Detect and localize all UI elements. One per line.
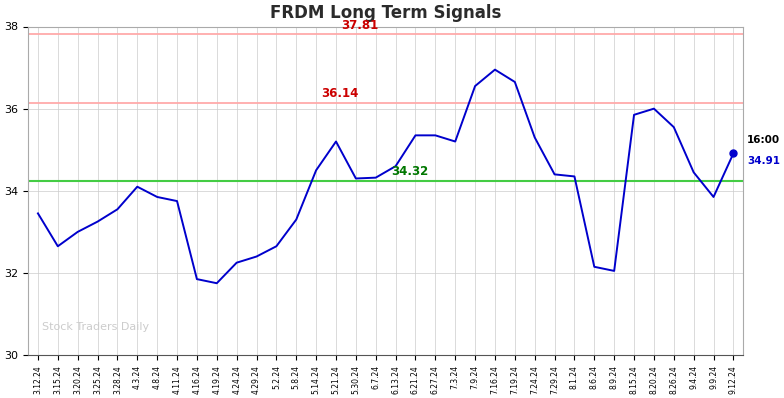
Text: 36.14: 36.14: [321, 88, 358, 100]
Text: 34.91: 34.91: [747, 156, 780, 166]
Text: 16:00: 16:00: [747, 135, 780, 145]
Text: Stock Traders Daily: Stock Traders Daily: [42, 322, 150, 332]
Text: 37.81: 37.81: [341, 19, 379, 32]
Text: 34.32: 34.32: [392, 166, 429, 178]
Title: FRDM Long Term Signals: FRDM Long Term Signals: [270, 4, 501, 22]
